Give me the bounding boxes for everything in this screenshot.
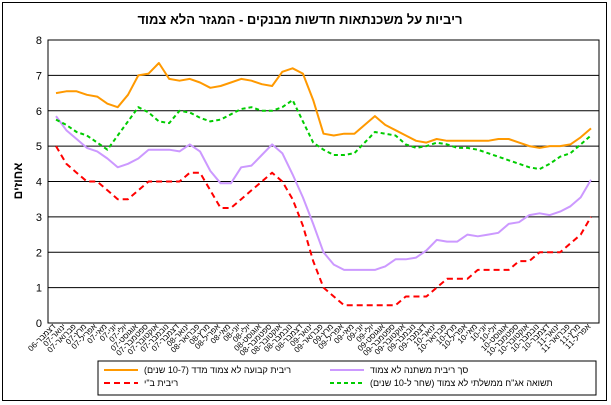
y-tick-label: 6	[36, 106, 42, 118]
y-axis-label: אחוזים	[11, 163, 25, 200]
y-tick-label: 1	[36, 283, 42, 295]
chart-title: ריביות על משכנתאות חדשות מבנקים - המגזר …	[137, 12, 462, 27]
y-tick-label: 0	[36, 318, 42, 330]
series-line-boi	[55, 145, 592, 307]
y-tick-label: 2	[36, 247, 42, 259]
y-tick-label: 7	[36, 70, 42, 82]
legend-label-boi: ריבית ב"י	[144, 378, 178, 388]
series-line-gov	[55, 99, 592, 171]
legend: ריבית קבועה לא צמוד מדד (10-7 שנים) סך רי…	[97, 360, 597, 396]
series-line-fixed	[55, 62, 592, 149]
series-lines	[55, 62, 592, 307]
y-tick-label: 5	[36, 141, 42, 153]
legend-label-fixed: ריבית קבועה לא צמוד מדד (10-7 שנים)	[144, 365, 291, 375]
y-tick-label: 3	[36, 212, 42, 224]
series-line-variable	[55, 115, 592, 271]
legend-box	[97, 360, 597, 396]
y-tick-label: 4	[36, 177, 42, 189]
y-axis-ticks: 0 1 2 3 4 5 6 7 8	[36, 35, 42, 330]
x-axis-ticks: דצמבר-06ינואר-07פברואר-07מרץ-07אפריל-07מ…	[26, 322, 592, 358]
legend-label-variable: סך ריבית משתנה לא צמוד	[370, 365, 468, 375]
legend-label-gov: תשואה אג"ח ממשלתי לא צמוד (שחר ל-10 שנים…	[370, 378, 553, 388]
y-tick-label: 8	[36, 35, 42, 47]
